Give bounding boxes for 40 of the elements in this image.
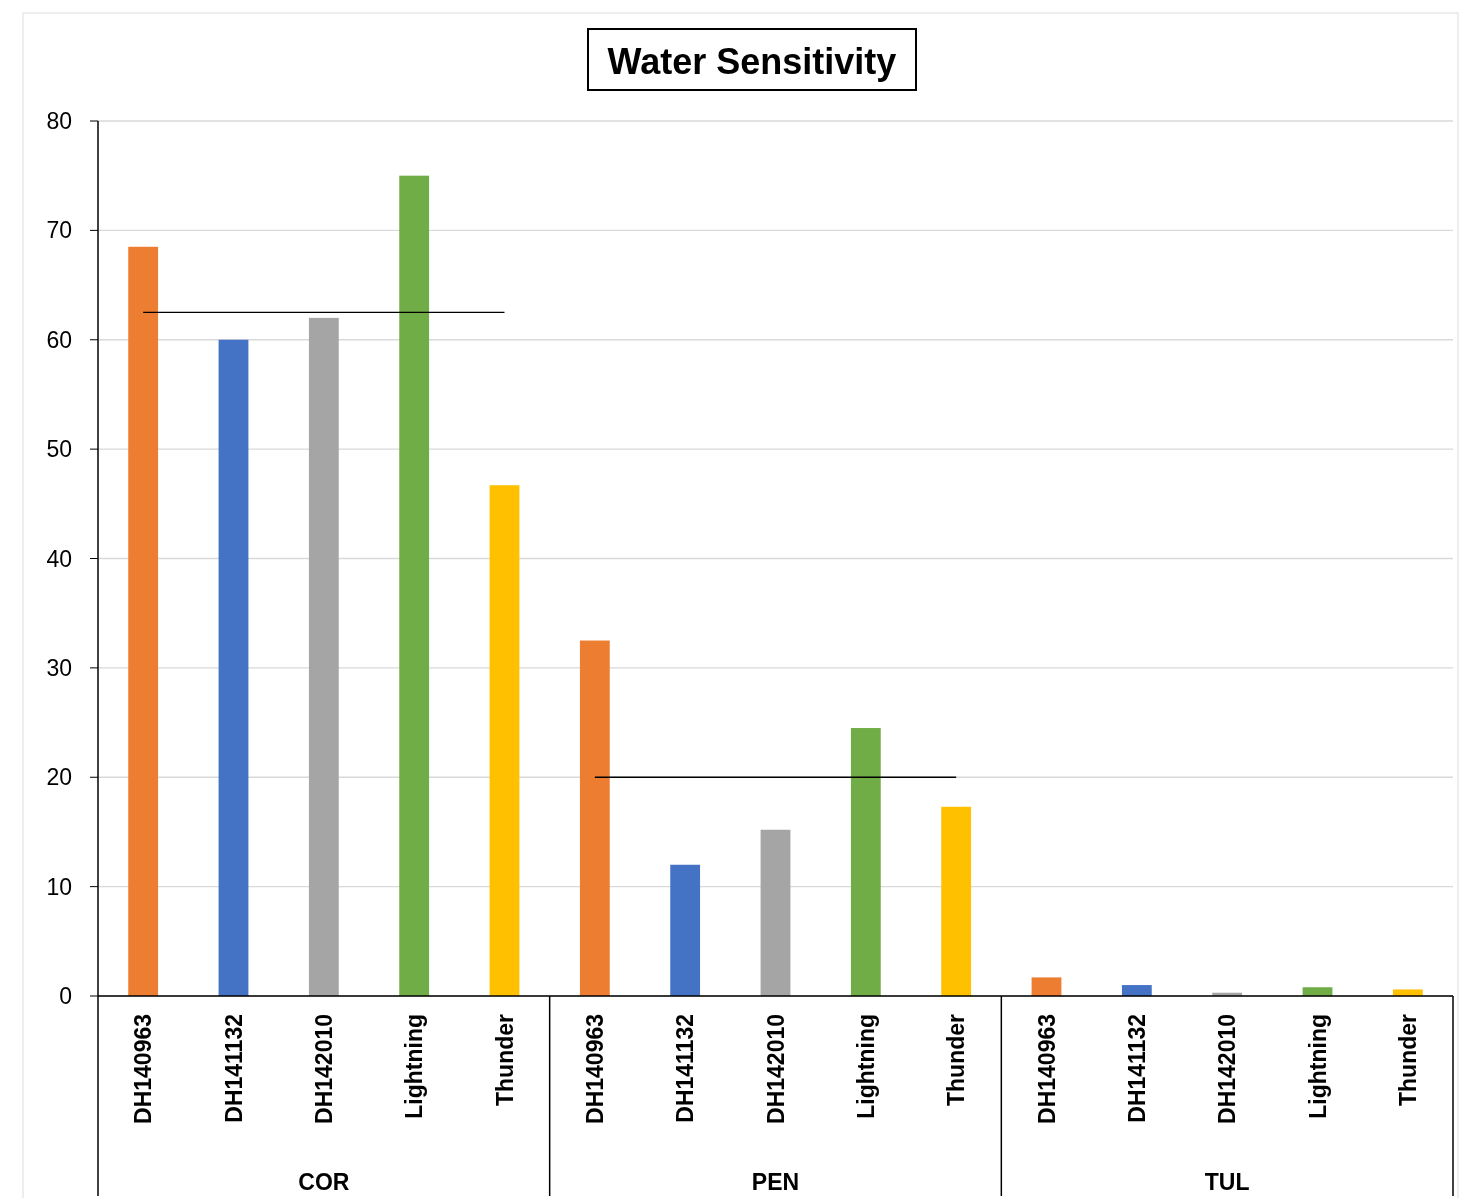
bar bbox=[850, 728, 881, 996]
bar bbox=[1121, 985, 1152, 996]
x-tick-label: Lightning bbox=[852, 1014, 879, 1119]
y-tick-label: 0 bbox=[59, 983, 72, 1009]
y-tick-label: 30 bbox=[46, 654, 72, 681]
bar bbox=[579, 640, 610, 996]
bar bbox=[670, 864, 701, 996]
x-tick-label: DH142010 bbox=[762, 1014, 789, 1124]
x-tick-label: Thunder bbox=[1394, 1013, 1421, 1106]
y-tick-label: 50 bbox=[46, 436, 72, 463]
y-tick-label: 60 bbox=[46, 326, 72, 353]
y-tick-label: 10 bbox=[46, 873, 72, 900]
x-tick-label: Lightning bbox=[401, 1014, 428, 1119]
y-tick-label: 80 bbox=[46, 108, 72, 134]
y-tick-label: 20 bbox=[46, 764, 72, 791]
x-tick-label: DH142010 bbox=[1214, 1014, 1241, 1124]
text: TUL bbox=[1204, 1169, 1250, 1195]
x-tick-label: DH140963 bbox=[1033, 1014, 1060, 1124]
bar bbox=[218, 339, 249, 996]
x-tick-label: DH140963 bbox=[581, 1014, 608, 1124]
bar bbox=[308, 317, 339, 996]
chart-title: Water Sensitivity bbox=[607, 41, 897, 82]
bar bbox=[1031, 977, 1062, 996]
y-tick-label: 70 bbox=[46, 217, 72, 244]
bar bbox=[760, 829, 791, 996]
text: PEN bbox=[751, 1169, 800, 1195]
x-tick-label: DH142010 bbox=[310, 1014, 337, 1124]
bar bbox=[489, 485, 520, 996]
x-tick-label: Lightning bbox=[1304, 1014, 1331, 1119]
x-tick-label: DH140963 bbox=[130, 1014, 157, 1124]
x-tick-label: Thunder bbox=[943, 1013, 970, 1106]
text: COR bbox=[298, 1169, 350, 1195]
y-tick-label: 40 bbox=[46, 545, 72, 572]
x-tick-label: Thunder bbox=[491, 1013, 518, 1106]
bar bbox=[128, 246, 159, 996]
x-tick-label: DH141132 bbox=[672, 1014, 699, 1123]
x-tick-label: DH141132 bbox=[1123, 1014, 1150, 1123]
bar bbox=[941, 806, 972, 996]
x-tick-label: DH141132 bbox=[220, 1014, 247, 1123]
bar bbox=[399, 175, 430, 996]
